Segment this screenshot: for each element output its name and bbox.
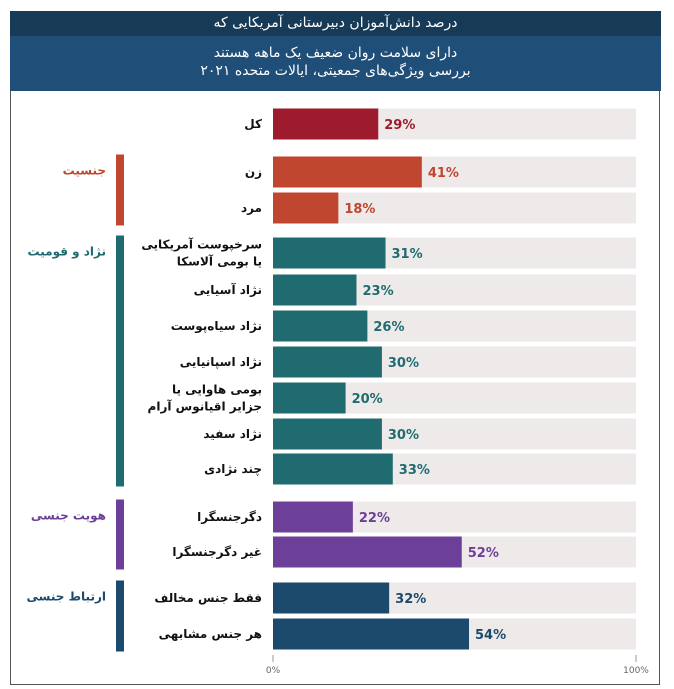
category-label: فقط جنس مخالف <box>154 591 262 605</box>
category-label: نژاد سیاه‌پوست <box>171 319 262 334</box>
data-label: 26% <box>373 320 404 335</box>
group-bracket <box>116 154 124 226</box>
bar <box>273 156 422 188</box>
group-label: جنسیت <box>63 164 106 178</box>
tick-label: 100% <box>623 666 649 676</box>
data-label: 22% <box>359 511 390 526</box>
group-bracket <box>116 499 124 570</box>
category-label: سرخپوست آمریکایی <box>141 237 262 253</box>
data-label: 23% <box>362 284 393 299</box>
bar <box>273 237 386 269</box>
data-label: 30% <box>388 356 419 371</box>
chart-frame <box>10 91 660 685</box>
group-label: هویت جنسی <box>31 509 106 524</box>
tick-label: 0% <box>266 666 281 676</box>
category-label: بومی هاوایی یا <box>172 383 262 398</box>
group-label: نژاد و قومیت <box>28 245 106 260</box>
chart-title: درصد دانش‌آموزان دبیرستانی آمریکایی که <box>10 11 661 36</box>
category-label: جزایر اقیانوس آرام <box>148 399 262 415</box>
category-label: غیر دگرجنسگرا <box>172 545 262 559</box>
subtitle-line-1: دارای سلامت روان ضعیف یک ماهه هستند <box>213 45 458 61</box>
bar <box>273 310 368 342</box>
data-label: 31% <box>392 247 423 262</box>
group-bracket <box>116 235 124 487</box>
category-label: نژاد اسپانیایی <box>180 355 262 369</box>
data-label: 32% <box>395 592 426 607</box>
data-label: 20% <box>352 392 383 407</box>
category-label: زن <box>245 165 262 179</box>
data-label: 54% <box>475 628 506 643</box>
category-label: چند نژادی <box>204 462 262 476</box>
group-bracket <box>116 580 124 652</box>
bar <box>273 346 382 378</box>
category-label: دگرجنسگرا <box>197 510 262 524</box>
category-label: هر جنس مشابهی <box>159 627 262 641</box>
group-label: ارتباط جنسی <box>27 590 106 604</box>
category-label: مرد <box>241 201 262 215</box>
category-label: یا بومی آلاسکا <box>177 254 262 270</box>
subtitle-line-2: بررسی ویژگی‌های جمعیتی، ایالات متحده ۲۰۲… <box>200 63 471 79</box>
bar <box>273 418 382 450</box>
bar <box>273 618 470 650</box>
category-label: نژاد آسیایی <box>194 282 262 297</box>
chart-subtitle: دارای سلامت روان ضعیف یک ماهه هستند بررس… <box>10 36 661 91</box>
bar <box>273 382 346 414</box>
bar <box>273 108 379 140</box>
data-label: 33% <box>399 463 430 478</box>
data-label: 30% <box>388 428 419 443</box>
category-label: نژاد سفید <box>203 427 262 441</box>
bar <box>273 501 353 533</box>
bar <box>273 453 393 485</box>
bar <box>273 536 462 568</box>
data-label: 41% <box>428 166 459 181</box>
bar <box>273 582 390 614</box>
data-label: 52% <box>468 546 499 561</box>
bar <box>273 274 357 306</box>
bar <box>273 192 339 224</box>
data-label: 29% <box>384 118 415 133</box>
category-label: کل <box>244 117 262 131</box>
data-label: 18% <box>344 202 375 217</box>
